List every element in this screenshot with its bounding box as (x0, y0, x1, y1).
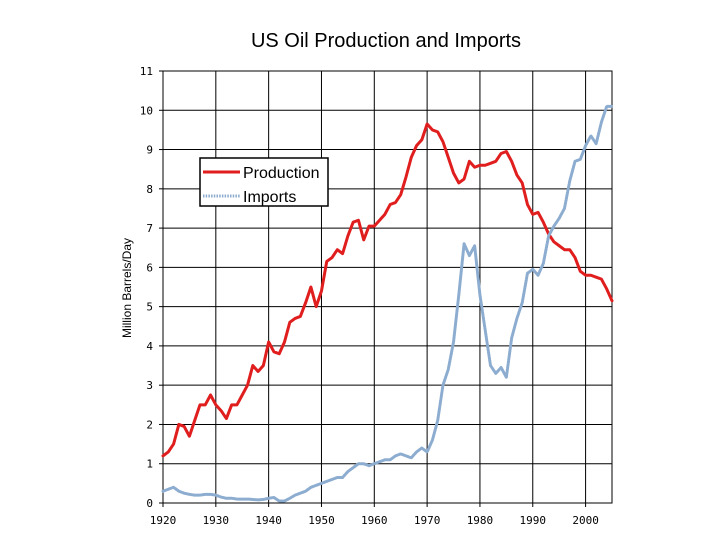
plot-area (162, 70, 613, 504)
y-tick-label: 7 (146, 222, 153, 235)
x-axis-ticks: 1920 1930 1940 1950 1960 1970 1980 1990 2000 (150, 503, 599, 527)
x-tick-label: 2000 (572, 514, 599, 527)
y-tick-label: 3 (146, 379, 153, 392)
series-layer (161, 104, 614, 503)
legend: Production Imports (199, 157, 329, 207)
x-tick-label: 1990 (520, 514, 547, 527)
y-tick-label: 1 (146, 458, 153, 471)
y-axis-label: Million Barrels/Day (120, 238, 134, 338)
x-tick-label: 1950 (308, 514, 335, 527)
y-tick-label: 8 (146, 183, 153, 196)
x-tick-label: 1960 (361, 514, 388, 527)
y-axis-ticks: 0 1 2 3 4 5 6 7 8 9 10 11 (140, 65, 163, 510)
legend-label-production: Production (243, 165, 320, 182)
legend-label-imports: Imports (243, 189, 296, 206)
y-tick-label: 0 (146, 497, 153, 510)
y-tick-label: 9 (146, 144, 153, 157)
y-tick-label: 2 (146, 418, 153, 431)
x-tick-label: 1970 (414, 514, 441, 527)
x-tick-label: 1940 (255, 514, 282, 527)
chart-title: US Oil Production and Imports (251, 30, 521, 52)
y-tick-label: 5 (146, 301, 153, 314)
y-tick-label: 4 (146, 340, 153, 353)
x-tick-label: 1930 (203, 514, 230, 527)
y-tick-label: 6 (146, 261, 153, 274)
y-tick-label: 10 (140, 104, 153, 117)
series-line-imports (161, 104, 614, 503)
x-tick-label: 1980 (467, 514, 494, 527)
x-tick-label: 1920 (150, 514, 177, 527)
series-line-production (161, 122, 614, 458)
y-tick-label: 11 (140, 65, 153, 78)
gridlines (162, 70, 612, 504)
